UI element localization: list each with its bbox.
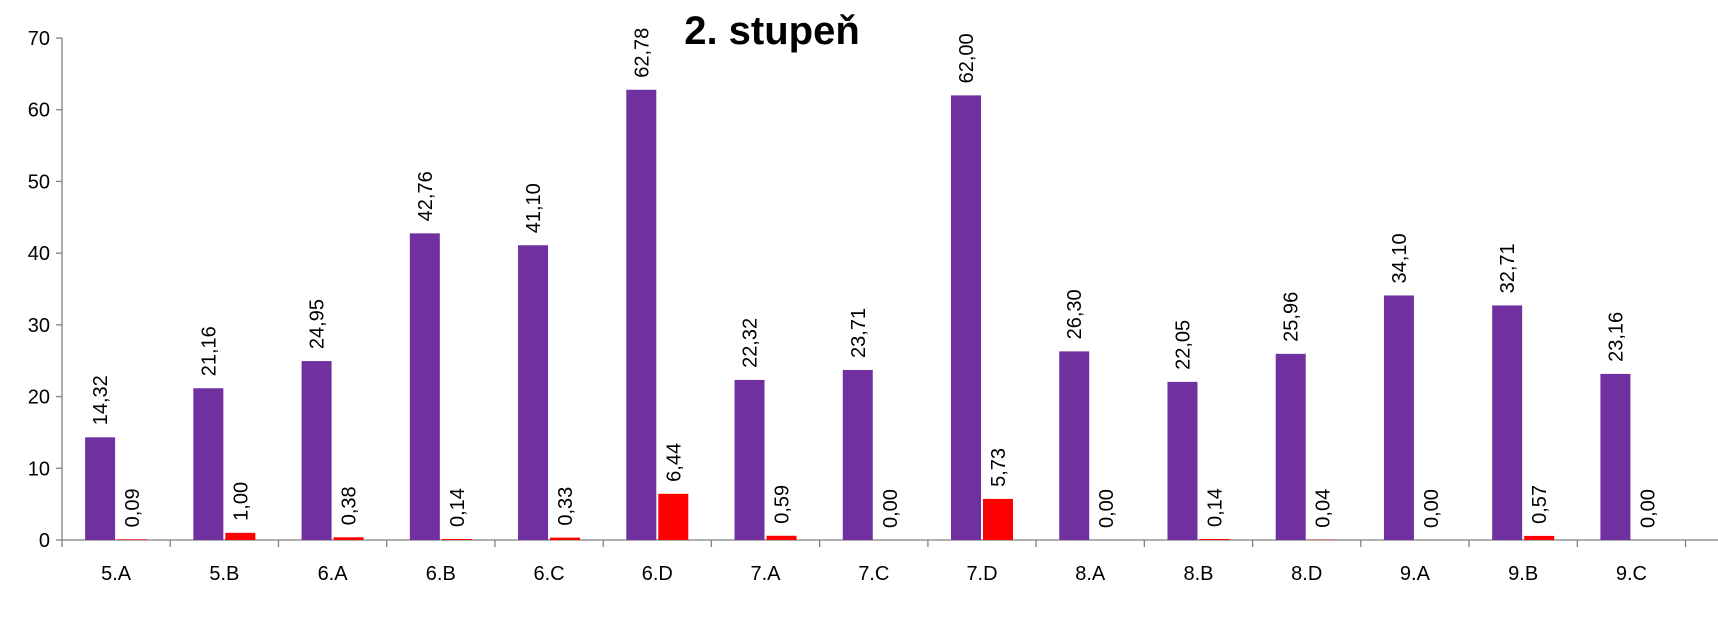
bar-series-1 — [193, 388, 224, 540]
data-label: 0,00 — [880, 489, 902, 528]
bar-series-2 — [333, 537, 364, 540]
chart-title: 2. stupeň — [684, 9, 860, 53]
bar-series-1 — [842, 369, 873, 540]
bar-series-2 — [1199, 538, 1230, 540]
y-tick-label: 70 — [28, 28, 50, 50]
data-label: 1,00 — [230, 482, 252, 521]
data-label: 26,30 — [1064, 289, 1086, 339]
data-label: 24,95 — [307, 299, 329, 349]
bar-series-1 — [518, 245, 549, 541]
data-label: 14,32 — [90, 375, 112, 425]
data-label: 23,71 — [848, 308, 870, 358]
bar-series-2 — [117, 539, 148, 540]
data-label: 0,04 — [1313, 489, 1335, 528]
x-tick-label: 7.C — [858, 563, 889, 585]
x-tick-label: 7.A — [751, 563, 782, 585]
bar-series-2 — [983, 498, 1013, 540]
x-tick-label: 6.A — [318, 563, 349, 585]
data-label: 0,14 — [447, 488, 469, 527]
data-label: 23,16 — [1605, 312, 1627, 362]
y-tick-label: 20 — [28, 387, 50, 409]
bar-series-1 — [1383, 295, 1414, 540]
x-tick-label: 6.B — [426, 563, 456, 585]
data-label: 22,32 — [740, 318, 762, 368]
data-label: 32,71 — [1497, 243, 1519, 293]
bar-series-1 — [1167, 381, 1198, 540]
bar-series-1 — [301, 361, 332, 540]
data-label: 5,73 — [988, 448, 1010, 487]
y-tick-label: 60 — [28, 100, 50, 122]
y-tick-label: 30 — [28, 315, 50, 337]
data-label: 34,10 — [1389, 233, 1411, 283]
x-tick-label: 9.C — [1616, 563, 1647, 585]
bar-series-1 — [1059, 351, 1090, 540]
data-label: 0,38 — [339, 486, 361, 525]
bar-series-1 — [85, 437, 116, 540]
data-label: 0,14 — [1204, 488, 1226, 527]
x-tick-label: 8.D — [1291, 563, 1322, 585]
bar-series-2 — [766, 535, 797, 540]
x-tick-label: 8.A — [1075, 563, 1106, 585]
data-label: 41,10 — [523, 183, 545, 233]
bar-series-2 — [658, 493, 689, 540]
data-label: 0,09 — [122, 488, 144, 527]
bar-series-1 — [1600, 373, 1631, 540]
x-tick-label: 9.B — [1508, 563, 1538, 585]
data-label: 0,00 — [1637, 489, 1659, 528]
x-tick-label: 9.A — [1400, 563, 1431, 585]
y-tick-label: 10 — [28, 458, 50, 480]
x-tick-label: 6.D — [642, 563, 673, 585]
data-label: 6,44 — [663, 443, 685, 482]
data-label: 0,00 — [1096, 489, 1118, 528]
bar-series-2 — [441, 538, 472, 540]
data-label: 0,00 — [1421, 489, 1443, 528]
bar-series-1 — [1275, 353, 1306, 540]
bar-series-1 — [951, 95, 981, 540]
x-tick-label: 7.D — [966, 563, 997, 585]
data-label: 22,05 — [1172, 320, 1194, 370]
bar-series-1 — [409, 233, 440, 540]
data-label: 25,96 — [1281, 292, 1303, 342]
data-label: 42,76 — [415, 171, 437, 221]
bar-series-2 — [1524, 535, 1555, 540]
y-tick-label: 50 — [28, 171, 50, 193]
data-label: 21,16 — [198, 326, 220, 376]
bar-series-1 — [1492, 305, 1523, 540]
plot-area: 0 10 20 30 40 50 60 70 5.A 5.B 6.A 6.B 6.C 6.D 7.A 7.C 7… — [28, 28, 1718, 585]
x-tick-label: 6.C — [533, 563, 564, 585]
x-tick-label: 5.B — [209, 563, 239, 585]
data-label: 0,59 — [772, 485, 794, 524]
data-label: 0,33 — [555, 487, 577, 526]
data-label: 62,00 — [956, 33, 978, 83]
y-tick-label: 0 — [39, 530, 50, 552]
y-tick-label: 40 — [28, 243, 50, 265]
bar-series-1 — [626, 89, 657, 541]
data-label: 0,57 — [1529, 485, 1551, 524]
bar-series-2 — [225, 532, 256, 540]
data-label: 62,78 — [631, 28, 653, 78]
bar-series-1 — [734, 379, 765, 540]
x-tick-label: 5.A — [101, 563, 132, 585]
bar-series-2 — [550, 537, 581, 540]
x-tick-label: 8.B — [1183, 563, 1213, 585]
